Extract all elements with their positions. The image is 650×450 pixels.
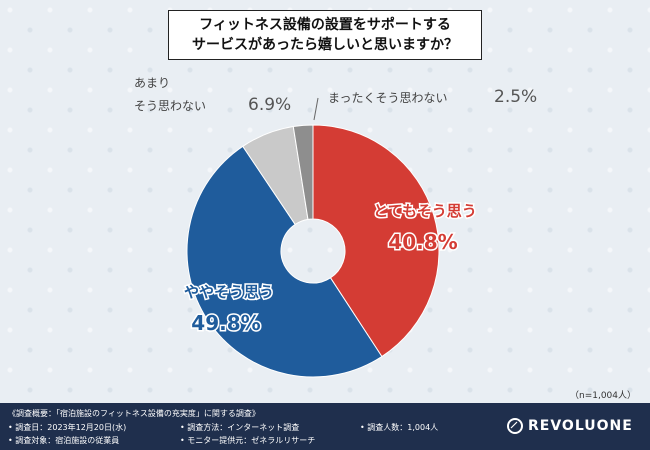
logo-mark-icon — [507, 418, 523, 434]
label-not-at-all-category: まったくそう思わない — [328, 91, 448, 105]
slice-not-at-all — [292, 124, 314, 220]
brand-logo: REVOLUONE — [506, 417, 633, 435]
survey-overview: 《調査概要：「宿泊施設のフィットネス設備の充実度」に関する調査》 — [8, 409, 260, 418]
label-not-much-value: 6.9% — [248, 95, 291, 115]
slice-somewhat — [186, 145, 383, 378]
survey-count: • 調査人数：1,004人 — [360, 423, 439, 432]
label-somewhat-category: ややそう思う — [184, 283, 274, 301]
label-somewhat-value: 49.8% — [191, 311, 260, 335]
survey-footer: 《調査概要：「宿泊施設のフィットネス設備の充実度」に関する調査》 • 調査日：2… — [0, 403, 650, 450]
label-very-value: 40.8% — [388, 230, 457, 254]
chart-title: フィットネス設備の設置をサポートする サービスがあったら嬉しいと思いますか？ — [168, 10, 482, 60]
label-not-at-all-value: 2.5% — [494, 87, 537, 107]
leader-line-not-at-all — [313, 97, 319, 121]
label-very-category: とてもそう思う — [373, 202, 477, 220]
logo-text: REVOLUONE — [528, 418, 633, 434]
label-not-much-category-line2: そう思わない — [134, 99, 206, 113]
title-line-1: フィットネス設備の設置をサポートする — [199, 17, 451, 33]
title-line-2: サービスがあったら嬉しいと思いますか？ — [192, 37, 458, 53]
survey-method: • 調査方法：インターネット調査 — [180, 423, 300, 432]
survey-provider: • モニター提供元：ゼネラルリサーチ — [180, 436, 316, 445]
survey-date: • 調査日：2023年12月20日(水) — [8, 423, 127, 432]
survey-target: • 調査対象：宿泊施設の従業員 — [8, 436, 120, 445]
label-not-much-category-line1: あまり — [134, 76, 170, 90]
sample-size-note: （n=1,004人） — [569, 391, 636, 401]
